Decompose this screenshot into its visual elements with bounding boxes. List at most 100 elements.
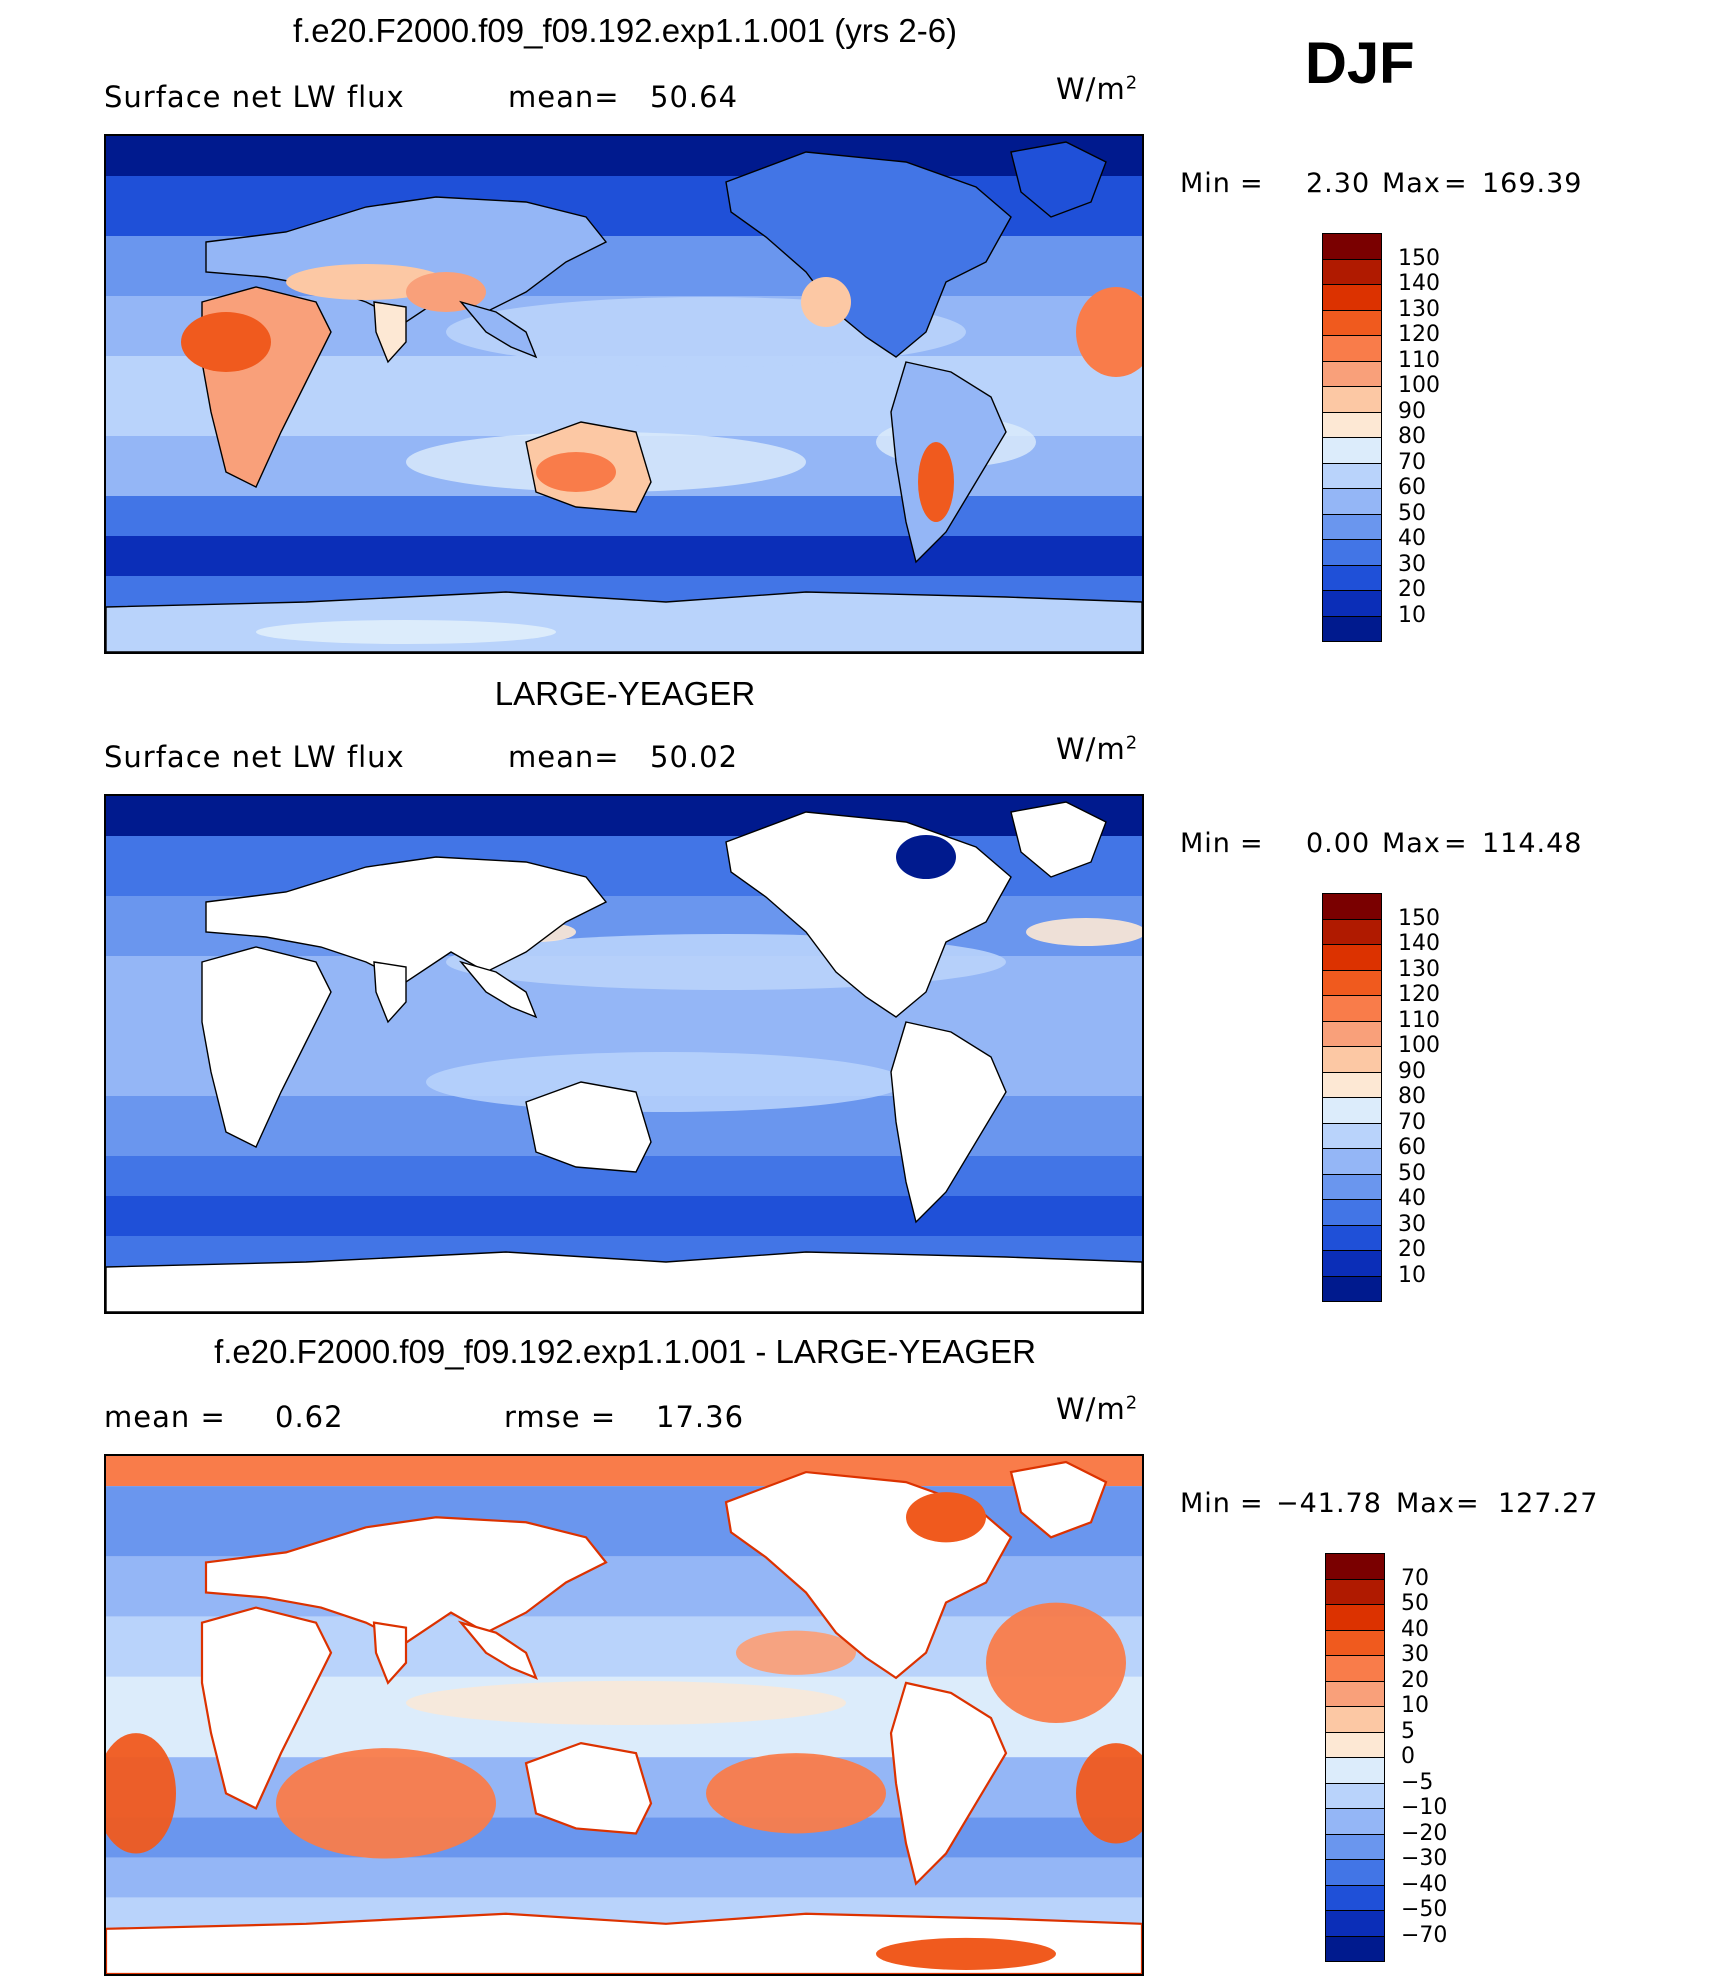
colorbar-tick-label: 140 [1398, 931, 1440, 956]
colorbar-swatch [1322, 233, 1382, 260]
colorbar-tick-label: 90 [1398, 1058, 1426, 1084]
colorbar-swatch [1322, 309, 1382, 336]
panel-3-mean-value: 0.62 [275, 1400, 344, 1434]
colorbar-swatch [1322, 893, 1382, 920]
panel-3-rmse-label: rmse = [504, 1400, 617, 1434]
colorbar-swatch [1325, 1553, 1385, 1580]
panel-1-min-label: Min [1180, 168, 1231, 199]
colorbar-swatch [1322, 284, 1382, 311]
colorbar-tick-label: 20 [1401, 1667, 1429, 1693]
colorbar-tick-label: 30 [1398, 1211, 1426, 1237]
colorbar-swatch [1325, 1757, 1385, 1784]
colorbar-tick-label: 50 [1401, 1591, 1429, 1616]
panel-2-eq2: = [1444, 828, 1468, 859]
colorbar-tick-label: 60 [1398, 475, 1426, 500]
panel-3-rmse-value: 17.36 [656, 1400, 745, 1434]
colorbar-swatch [1325, 1808, 1385, 1835]
colorbar-tick-label: 70 [1398, 1109, 1426, 1135]
season-label: DJF [1305, 31, 1415, 96]
colorbar-tick-label: −70 [1401, 1922, 1448, 1948]
panel-2-variable-label: Surface net LW flux [104, 740, 405, 774]
colorbar-tick-label: 50 [1398, 1160, 1426, 1186]
colorbar-tick-label: 20 [1398, 577, 1426, 602]
colorbar-swatch [1322, 564, 1382, 591]
colorbar-tick-label: 90 [1398, 398, 1426, 424]
colorbar-swatch [1325, 1706, 1385, 1733]
panel-2-max-value: 114.48 [1482, 828, 1583, 859]
colorbar-swatch [1322, 995, 1382, 1022]
panel-2-min-value: 0.00 [1306, 828, 1371, 859]
colorbar-swatch [1322, 969, 1382, 996]
panel-2-colorbar: 150 140 130 120 110 100 90 80 70 60 50 40 30 20 10 [1322, 893, 1440, 1302]
colorbar-tick-label: 60 [1398, 1135, 1426, 1160]
colorbar-swatch [1322, 1173, 1382, 1200]
panel-1-map [104, 134, 1144, 654]
colorbar-tick-label: 120 [1398, 982, 1440, 1007]
colorbar-tick-label: 100 [1398, 1033, 1440, 1058]
panel-1-max-value: 169.39 [1482, 168, 1583, 199]
colorbar-tick-label: 5 [1401, 1718, 1415, 1744]
colorbar-swatch [1322, 1097, 1382, 1124]
colorbar-swatch [1322, 539, 1382, 566]
panel-2-mean-label: mean= [508, 740, 620, 774]
colorbar-swatch [1322, 411, 1382, 438]
colorbar-tick-label: 130 [1398, 296, 1440, 322]
panel-3-min-label: Min [1180, 1488, 1231, 1519]
colorbar-swatch [1322, 1071, 1382, 1098]
colorbar-swatch [1322, 386, 1382, 413]
panel-3-eq1: = [1240, 1488, 1264, 1519]
colorbar-tick-label: −5 [1401, 1769, 1434, 1795]
colorbar-swatch [1322, 1148, 1382, 1175]
colorbar-tick-label: 80 [1398, 1084, 1426, 1109]
colorbar-tick-label: −30 [1401, 1846, 1448, 1871]
colorbar-tick-label: 40 [1401, 1616, 1429, 1642]
colorbar-swatch [1322, 918, 1382, 945]
panel-1-colorbar: 150 140 130 120 110 100 90 80 70 60 50 40 30 20 10 [1322, 233, 1440, 642]
colorbar-swatch [1322, 1122, 1382, 1149]
colorbar-swatch [1322, 1275, 1382, 1302]
colorbar-swatch [1325, 1629, 1385, 1656]
colorbar-tick-label: 40 [1398, 526, 1426, 551]
colorbar-tick-label: −20 [1401, 1820, 1448, 1846]
colorbar-tick-label: 30 [1398, 551, 1426, 577]
colorbar-tick-label: −40 [1401, 1871, 1448, 1897]
colorbar-swatch [1322, 488, 1382, 515]
panel-3-max-value: 127.27 [1498, 1488, 1599, 1519]
map-field [106, 796, 1142, 1312]
colorbar-swatch [1322, 615, 1382, 642]
panel-2-max-label: Max [1382, 828, 1441, 859]
colorbar-swatch [1322, 944, 1382, 971]
colorbar-swatch [1322, 335, 1382, 362]
panel-1-max-label: Max [1382, 168, 1441, 199]
panel-3-colorbar: 70 50 40 30 20 10 5 0 −5 −10 −20 −30 −40 −50 −70 [1325, 1553, 1447, 1962]
map-field [106, 136, 1142, 652]
panel-2-min-label: Min [1180, 828, 1231, 859]
colorbar-tick-label: 70 [1398, 449, 1426, 475]
panel-1-min-value: 2.30 [1306, 168, 1371, 199]
colorbar-swatch [1325, 1731, 1385, 1758]
colorbar-swatch [1322, 437, 1382, 464]
colorbar-swatch [1322, 513, 1382, 540]
panel-2-map [104, 794, 1144, 1314]
panel-1-title: f.e20.F2000.f09_f09.192.exp1.1.001 (yrs … [292, 12, 958, 49]
colorbar-swatch [1325, 1655, 1385, 1682]
colorbar-swatch [1325, 1680, 1385, 1707]
colorbar-tick-label: 150 [1398, 245, 1440, 271]
panel-1-mean-label: mean= [508, 80, 620, 114]
panel-3-max-label: Max [1396, 1488, 1455, 1519]
colorbar-tick-label: 40 [1398, 1186, 1426, 1211]
colorbar-tick-label: 50 [1398, 500, 1426, 526]
colorbar-swatch [1322, 1020, 1382, 1047]
colorbar-tick-label: −10 [1401, 1795, 1448, 1820]
colorbar-tick-label: 130 [1398, 956, 1440, 982]
panel-3-min-value: −41.78 [1276, 1488, 1382, 1519]
colorbar-tick-label: 20 [1398, 1237, 1426, 1262]
colorbar-swatch [1322, 1250, 1382, 1277]
colorbar-tick-label: 120 [1398, 322, 1440, 347]
colorbar-tick-label: 10 [1398, 1262, 1426, 1288]
colorbar-swatch [1325, 1935, 1385, 1962]
panel-2-mean-value: 50.02 [650, 740, 739, 774]
colorbar-tick-label: 110 [1398, 1007, 1440, 1033]
colorbar-swatch [1325, 1782, 1385, 1809]
colorbar-tick-label: 10 [1398, 602, 1426, 628]
